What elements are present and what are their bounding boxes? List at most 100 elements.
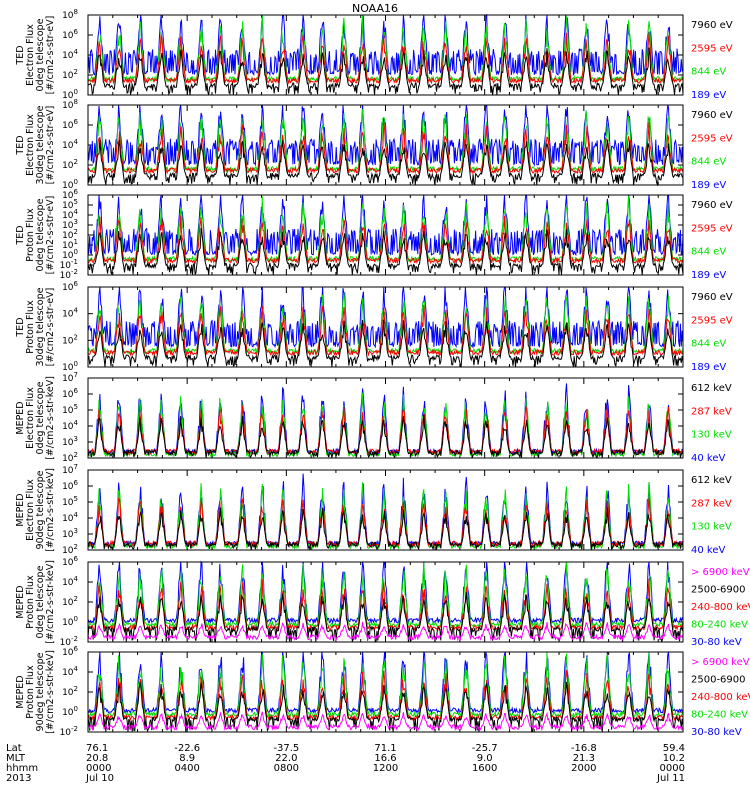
panel-5-ylabel-line: MEPED (15, 401, 26, 434)
panel-7-ylabel-line: MEPED (15, 585, 26, 618)
panel-3-ytick-label: 103 (62, 218, 78, 231)
legend-7-3: 240-800 keV (691, 602, 750, 613)
legend-2-4: 189 eV (691, 180, 726, 191)
footer-date: Jul 10 (85, 773, 114, 784)
panel-2-ylabel-line: TED (15, 135, 26, 155)
panel-8-ytick-label: 104 (62, 665, 78, 678)
footer-row-label: Lat (6, 743, 22, 754)
panel-6-ylabel-line: [#/cm2-s-str-keV] (45, 468, 56, 552)
legend-8-1: > 6900 keV (691, 657, 750, 668)
panel-7-ytick-label: 106 (62, 555, 78, 568)
panel-8-ytick-label: 10-2 (60, 725, 78, 738)
panel-4-ylabel-line: Proton Flux (25, 300, 36, 354)
panel-4-trace-blue (87, 286, 684, 349)
footer-lat: -22.6 (174, 743, 200, 754)
panel-7-trace-blue (87, 560, 684, 625)
panel-1-ylabel-line: 0deg telescope (35, 18, 46, 91)
panel-5-ytick-label: 107 (62, 371, 78, 384)
legend-3-2: 2595 eV (691, 223, 733, 234)
footer-hhmm: 0800 (274, 763, 299, 774)
footer-lat: -37.5 (273, 743, 299, 754)
footer-row-label: MLT (6, 753, 26, 764)
legend-6-1: 612 keV (691, 475, 732, 486)
panel-8-ytick-label: 102 (62, 685, 78, 698)
panel-4-ytick-label: 106 (62, 280, 78, 293)
panel-4-ytick-label: 102 (62, 333, 78, 346)
panel-6-ytick-label: 105 (62, 495, 78, 508)
panel-3-ytick-label: 101 (62, 238, 78, 251)
footer-hhmm: 2000 (571, 763, 596, 774)
panel-1-ytick-label: 104 (62, 48, 78, 61)
panel-1-ytick-label: 102 (62, 68, 78, 81)
legend-4-4: 189 eV (691, 362, 726, 373)
legend-4-3: 844 eV (691, 339, 726, 350)
panel-6-ytick-label: 106 (62, 479, 78, 492)
legend-7-2: 2500-6900 (691, 585, 746, 596)
footer-row-label: 2013 (6, 773, 31, 784)
panel-6-ylabel-line: 90deg telescope (35, 470, 46, 549)
legend-3-3: 844 eV (691, 247, 726, 258)
footer-hhmm: 0400 (174, 763, 199, 774)
legend-2-1: 7960 eV (691, 110, 733, 121)
panel-8-ylabel-line: [#/cm2-s-str-keV] (45, 650, 56, 734)
legend-3-4: 189 eV (691, 270, 726, 281)
panel-3-ylabel-line: Proton Flux (25, 208, 36, 262)
legend-3-1: 7960 eV (691, 200, 733, 211)
panel-7-ylabel-line: [#/cm2-s-str-keV] (45, 560, 56, 644)
panel-4-ytick-label: 104 (62, 307, 78, 320)
panel-1-ytick-label: 100 (62, 88, 78, 101)
legend-1-3: 844 eV (691, 67, 726, 78)
panel-7-ytick-label: 104 (62, 575, 78, 588)
footer-mlt: 16.6 (374, 753, 396, 764)
panel-7-ylabel-line: Proton Flux (25, 575, 36, 629)
panel-8-trace-green (87, 651, 684, 719)
panel-1-ytick-label: 106 (62, 28, 78, 41)
panel-1-trace-blue (87, 13, 684, 77)
panel-6-ylabel-line: Electron Flux (25, 479, 36, 541)
legend-1-4: 189 eV (691, 90, 726, 101)
panel-8-ytick-label: 106 (62, 645, 78, 658)
panel-5-ylabel-line: Electron Flux (25, 387, 36, 449)
legend-7-4: 80-240 keV (691, 620, 748, 631)
panel-6-ytick-label: 104 (62, 511, 78, 524)
panel-6-trace-black (87, 507, 684, 551)
panel-2-trace-blue (87, 104, 684, 167)
legend-2-3: 844 eV (691, 157, 726, 168)
panel-1-ylabel-line: [#/cm2-s-str-eV] (45, 16, 56, 95)
panel-3-ylabel-line: [#/cm2-s-str-eV] (45, 196, 56, 275)
footer-lat: 59.4 (663, 743, 685, 754)
legend-5-1: 612 keV (691, 383, 732, 394)
panel-5-ytick-label: 104 (62, 419, 78, 432)
panel-6-ytick-label: 103 (62, 527, 78, 540)
panel-2-ylabel-line: [#/cm2-s-str-eV] (45, 106, 56, 185)
panel-7-ytick-label: 10-2 (60, 635, 78, 648)
panel-3-trace-red (87, 215, 684, 265)
legend-1-2: 2595 eV (691, 43, 733, 54)
panel-1-trace-red (87, 32, 684, 85)
panel-4-trace-red (87, 304, 684, 357)
panel-7-trace-black (87, 592, 684, 644)
panel-3-ytick-label: 105 (62, 198, 78, 211)
panel-5-ylabel-line: 0deg telescope (35, 381, 46, 454)
panel-3-border (87, 194, 684, 276)
panel-2-ytick-label: 106 (62, 118, 78, 131)
panel-7-ytick-label: 102 (62, 595, 78, 608)
footer-mlt: 20.8 (86, 753, 108, 764)
footer-mlt: 8.9 (179, 753, 195, 764)
panel-2-ytick-label: 108 (62, 98, 78, 111)
panel-2-ylabel-line: 30deg telescope (35, 105, 46, 184)
panel-3-trace-black (87, 228, 684, 276)
footer-mlt: 22.0 (275, 753, 297, 764)
legend-8-3: 240-800 keV (691, 692, 750, 703)
legend-6-2: 287 keV (691, 498, 732, 509)
legend-8-4: 80-240 keV (691, 710, 748, 721)
panel-1-ytick-label: 108 (62, 8, 78, 21)
legend-6-3: 130 keV (691, 522, 732, 533)
panel-7-ytick-label: 100 (62, 615, 78, 628)
panel-5-ytick-label: 105 (62, 403, 78, 416)
panel-3-ytick-label: 106 (62, 188, 78, 201)
panel-2-border (87, 104, 684, 186)
footer-hhmm: 0000 (86, 763, 111, 774)
footer-hhmm: 1600 (472, 763, 497, 774)
